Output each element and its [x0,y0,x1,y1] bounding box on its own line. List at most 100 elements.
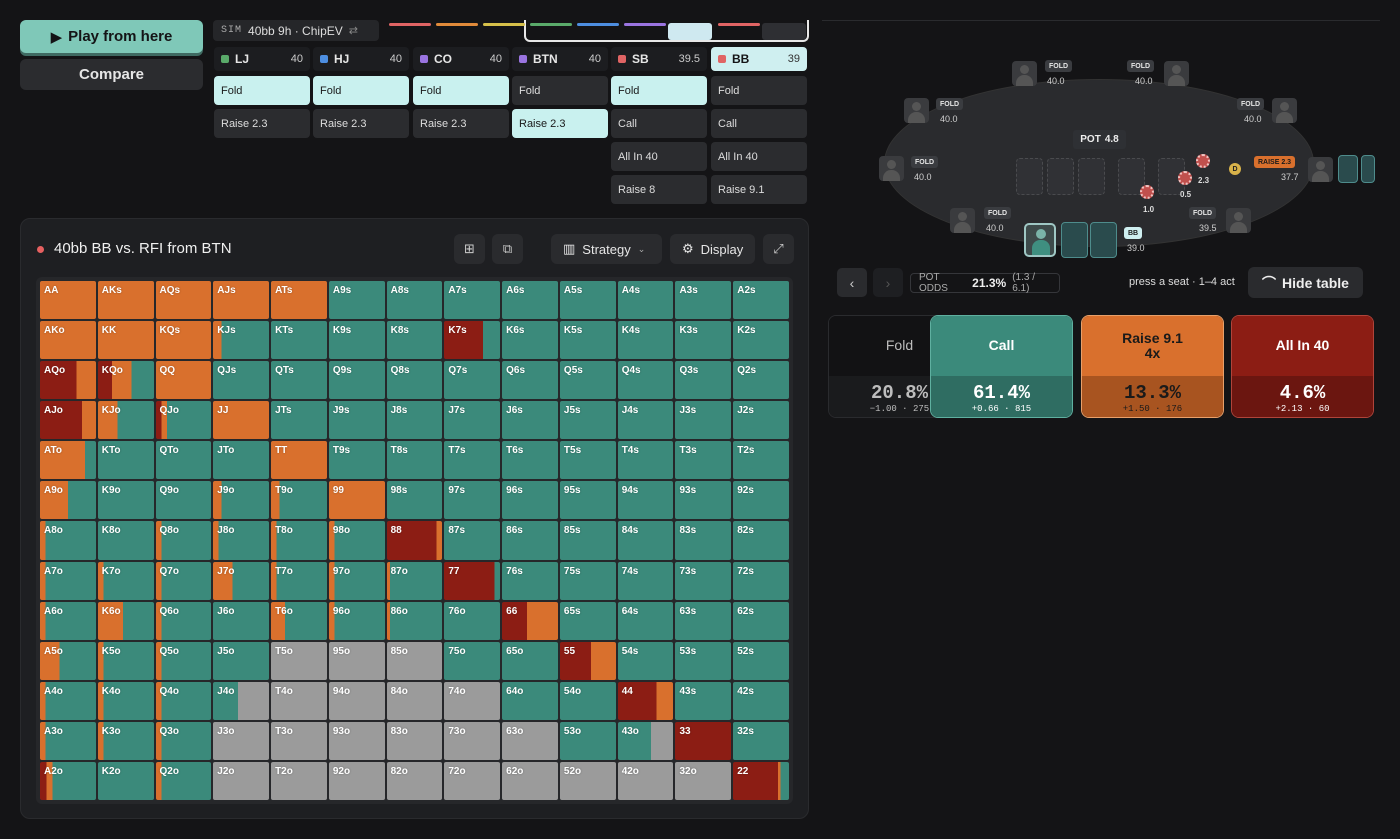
hand-cell[interactable]: JJ [213,401,270,440]
hand-cell[interactable]: K6s [502,321,558,360]
hide-table-button[interactable]: ⌒ Hide table [1248,267,1363,298]
action-button[interactable]: Raise 9.1 [711,175,807,204]
seat-avatar[interactable] [904,98,929,123]
hand-cell[interactable]: K6o [97,601,154,640]
hand-cell[interactable]: K5o [97,641,154,680]
hand-cell[interactable]: QTo [155,441,212,480]
action-button[interactable]: Fold [413,76,509,105]
action-card-call[interactable]: Call 61.4% +0.66 · 815 [930,315,1073,418]
timeline-segment[interactable] [577,23,619,26]
hand-cell[interactable]: 95s [559,481,616,520]
hand-cell[interactable]: J7o [213,561,270,600]
hand-cell[interactable]: K4o [97,681,154,720]
hand-cell[interactable]: A7s [444,281,501,320]
hand-cell[interactable]: 74s [617,561,674,600]
hand-cell[interactable]: Q7o [155,561,212,600]
hand-cell[interactable]: 32s [733,721,789,760]
hand-cell[interactable]: 96s [502,481,558,520]
hand-cell[interactable]: Q2s [733,361,789,400]
hand-cell[interactable]: T5o [271,641,327,680]
seat-avatar[interactable] [1226,208,1251,233]
hand-cell[interactable]: ATo [40,441,96,480]
hand-cell[interactable]: T7s [444,441,501,480]
hand-cell[interactable]: 53s [675,641,732,680]
hand-cell[interactable]: K2o [97,761,154,800]
hand-cell[interactable]: 72o [444,761,501,800]
hand-cell[interactable]: T4o [271,681,327,720]
hand-cell[interactable]: K7s [444,321,501,360]
hand-cell[interactable]: 65o [502,641,558,680]
seat-avatar[interactable] [1164,61,1189,86]
hand-cell[interactable]: 53o [559,721,616,760]
hand-cell[interactable]: Q8s [386,361,443,400]
hand-cell[interactable]: 74o [444,681,501,720]
action-card-raise-9-1[interactable]: Raise 9.1 4x 13.3% +1.50 · 176 [1081,315,1224,418]
hand-cell[interactable]: K9s [328,321,385,360]
hand-cell[interactable]: AQo [40,361,96,400]
hand-cell[interactable]: K7o [97,561,154,600]
timeline-segment[interactable] [483,23,525,26]
hand-cell[interactable]: 43o [617,721,674,760]
hand-cell[interactable]: KK [97,321,154,360]
hand-cell[interactable]: T6s [502,441,558,480]
hand-cell[interactable]: Q3s [675,361,732,400]
hand-cell[interactable]: AKs [97,281,154,320]
hand-cell[interactable]: T9s [328,441,385,480]
hand-cell[interactable]: AJo [40,401,96,440]
hand-cell[interactable]: J9s [328,401,385,440]
hand-cell[interactable]: 97o [328,561,385,600]
hand-cell[interactable]: Q6s [502,361,558,400]
hand-cell[interactable]: 96o [328,601,385,640]
hand-cell[interactable]: K8s [386,321,443,360]
hand-cell[interactable]: 94o [328,681,385,720]
hand-cell[interactable]: KTo [97,441,154,480]
hand-cell[interactable]: A5o [40,641,96,680]
hand-cell[interactable]: ATs [271,281,327,320]
hand-cell[interactable]: J5s [559,401,616,440]
sim-selector[interactable]: SIM 40bb 9h · ChipEV ⇄ [213,20,379,41]
position-header[interactable]: LJ 40 [214,47,310,71]
hand-cell[interactable]: 75s [559,561,616,600]
grid-view-button[interactable]: ⊞ [454,234,485,264]
hand-cell[interactable]: 63o [502,721,558,760]
hand-cell[interactable]: 92s [733,481,789,520]
action-button[interactable]: Fold [711,76,807,105]
hand-cell[interactable]: AQs [155,281,212,320]
timeline-segment[interactable] [436,23,478,26]
hand-cell[interactable]: J7s [444,401,501,440]
hand-cell[interactable]: 85s [559,521,616,560]
compare-button[interactable]: Compare [20,59,203,90]
hand-cell[interactable]: T2o [271,761,327,800]
position-header[interactable]: BB 39 [711,47,807,71]
hand-cell[interactable]: 73o [444,721,501,760]
play-from-here-button[interactable]: ▶ Play from here [20,20,203,53]
hand-cell[interactable]: 32o [675,761,732,800]
hand-cell[interactable]: KJo [97,401,154,440]
hand-cell[interactable]: 93s [675,481,732,520]
hand-cell[interactable]: J3s [675,401,732,440]
hand-cell[interactable]: 54s [617,641,674,680]
hand-cell[interactable]: K3o [97,721,154,760]
hand-cell[interactable]: 84o [386,681,443,720]
hand-cell[interactable]: QTs [271,361,327,400]
hand-cell[interactable]: 87o [386,561,443,600]
hand-cell[interactable]: Q6o [155,601,212,640]
hand-cell[interactable]: 95o [328,641,385,680]
position-header[interactable]: SB 39.5 [611,47,707,71]
hand-cell[interactable]: 92o [328,761,385,800]
hand-cell[interactable]: 62s [733,601,789,640]
hand-cell[interactable]: 97s [444,481,501,520]
hand-cell[interactable]: 64s [617,601,674,640]
hand-cell[interactable]: 82o [386,761,443,800]
hand-cell[interactable]: Q5o [155,641,212,680]
hand-cell[interactable]: J8s [386,401,443,440]
copy-button[interactable]: ⧉ [492,234,523,264]
hand-cell[interactable]: Q4s [617,361,674,400]
hand-cell[interactable]: T6o [271,601,327,640]
hand-cell[interactable]: 98s [386,481,443,520]
hand-cell[interactable]: Q9s [328,361,385,400]
hand-cell[interactable]: JTo [213,441,270,480]
hand-cell[interactable]: 42o [617,761,674,800]
action-button[interactable]: All In 40 [711,142,807,171]
hand-cell[interactable]: QJo [155,401,212,440]
